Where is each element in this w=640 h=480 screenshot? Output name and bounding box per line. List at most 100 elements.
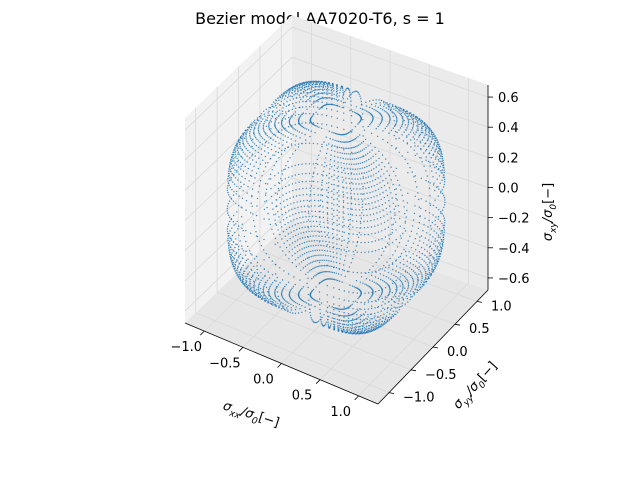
data-point	[395, 229, 397, 231]
data-point	[378, 239, 380, 241]
data-point	[241, 257, 244, 259]
data-point	[398, 184, 401, 186]
data-point	[288, 210, 290, 212]
data-point	[264, 115, 266, 118]
data-point	[233, 164, 235, 166]
data-point	[384, 303, 386, 305]
data-point	[227, 223, 230, 225]
data-point	[266, 297, 268, 300]
data-point	[274, 291, 276, 294]
data-point	[392, 315, 395, 317]
data-point	[396, 131, 398, 134]
data-point	[439, 244, 441, 246]
data-point	[308, 299, 310, 301]
data-point	[406, 136, 408, 138]
data-point	[236, 149, 239, 151]
data-point	[420, 272, 422, 274]
data-point	[356, 188, 358, 190]
data-point	[315, 215, 317, 218]
data-point	[335, 272, 337, 274]
data-point	[335, 267, 338, 269]
data-point	[274, 99, 277, 101]
data-point	[422, 242, 425, 244]
data-point	[335, 98, 337, 101]
data-point	[407, 151, 409, 153]
data-point	[353, 319, 355, 321]
data-point	[296, 302, 299, 305]
data-point	[301, 126, 304, 128]
x-tick-mark	[315, 379, 321, 384]
data-point	[317, 100, 319, 103]
data-point	[276, 129, 278, 131]
data-point	[266, 291, 269, 293]
data-point	[351, 131, 353, 133]
x-tick-mark	[354, 395, 359, 401]
data-point	[415, 286, 417, 288]
data-point	[415, 260, 418, 262]
data-point	[348, 266, 351, 268]
data-point	[332, 312, 334, 315]
data-point	[394, 296, 397, 298]
data-point	[348, 300, 350, 302]
data-point	[306, 221, 308, 223]
data-point	[290, 289, 292, 291]
data-point	[403, 206, 405, 208]
data-point	[357, 329, 359, 331]
data-point	[388, 285, 390, 287]
data-point	[283, 92, 285, 95]
data-point	[336, 185, 338, 187]
data-point	[293, 230, 295, 232]
data-point	[331, 213, 333, 215]
data-point	[285, 95, 287, 97]
data-point	[374, 276, 377, 278]
data-point	[333, 183, 335, 186]
data-point	[234, 254, 236, 256]
data-point	[316, 86, 318, 88]
data-point	[279, 113, 281, 115]
data-point	[333, 179, 335, 181]
data-point	[424, 124, 426, 126]
data-point	[303, 200, 305, 202]
data-point	[367, 125, 369, 128]
data-point	[300, 232, 302, 234]
data-point	[424, 134, 426, 136]
data-point	[318, 261, 321, 264]
data-point	[399, 113, 402, 116]
data-point	[424, 276, 427, 279]
data-point	[245, 230, 247, 232]
data-point	[268, 293, 270, 295]
data-point	[438, 258, 440, 260]
data-point	[379, 193, 381, 195]
data-point	[248, 126, 250, 129]
data-point	[312, 276, 315, 278]
data-point	[361, 212, 363, 214]
data-point	[331, 317, 333, 319]
data-point	[317, 194, 319, 196]
data-point	[362, 214, 365, 217]
data-point	[250, 290, 252, 293]
data-point	[276, 199, 278, 201]
data-point	[395, 122, 397, 124]
data-point	[294, 252, 296, 255]
data-point	[440, 192, 442, 194]
data-point	[386, 213, 388, 215]
data-point	[415, 131, 417, 133]
data-point	[437, 245, 439, 248]
data-point	[359, 316, 361, 318]
data-point	[284, 211, 287, 214]
data-point	[374, 312, 376, 315]
data-point	[418, 206, 420, 208]
data-point	[227, 225, 229, 228]
data-point	[240, 165, 242, 167]
data-point	[400, 115, 403, 117]
data-point	[416, 267, 419, 269]
data-point	[275, 280, 277, 282]
data-point	[353, 163, 355, 165]
data-point	[229, 196, 231, 198]
data-point	[293, 105, 295, 107]
data-point	[297, 222, 299, 225]
data-point	[293, 219, 295, 221]
data-point	[351, 158, 353, 160]
data-point	[359, 157, 361, 159]
data-point	[271, 169, 273, 171]
